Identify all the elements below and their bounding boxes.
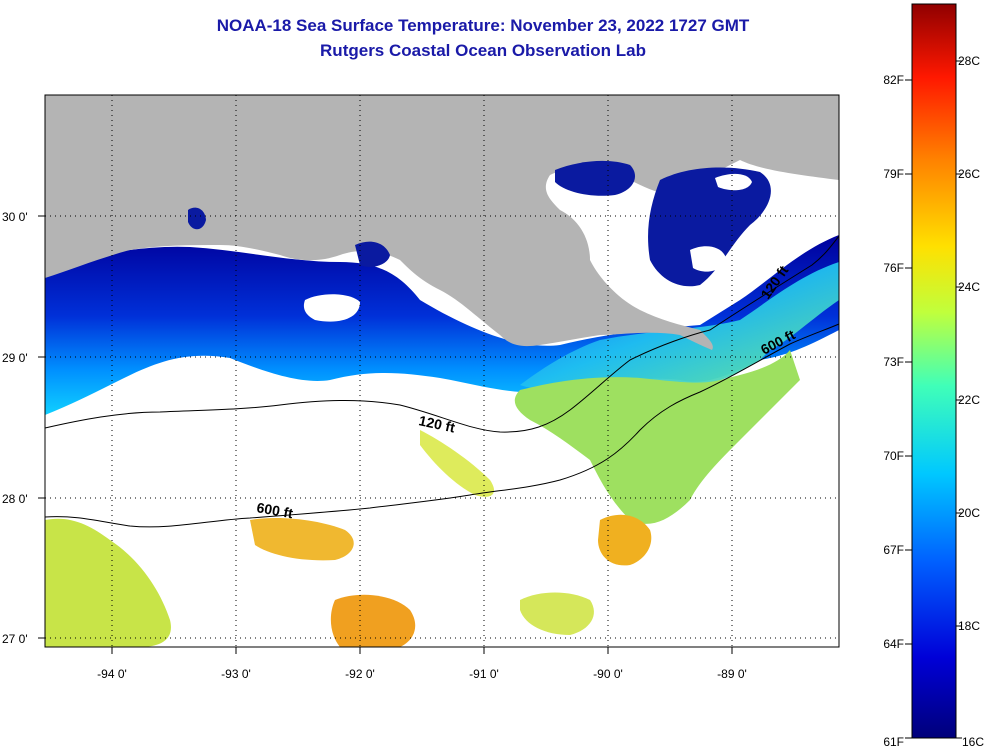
lat-label-29: 29 0' bbox=[2, 351, 28, 365]
shelf-water-east bbox=[514, 350, 800, 524]
lake-pontchartrain bbox=[555, 160, 635, 196]
colorbar-c-26: 26C bbox=[958, 167, 980, 181]
colorbar-f-70: 70F bbox=[883, 449, 904, 463]
colorbar-c-28: 28C bbox=[958, 54, 980, 68]
shelf-water-central bbox=[420, 430, 495, 497]
colorbar bbox=[911, 3, 957, 739]
colorbar-c-16: 16C bbox=[962, 735, 984, 749]
lon-label-93: -93 0' bbox=[221, 667, 251, 681]
lake-west bbox=[188, 207, 206, 230]
river-plume-water bbox=[520, 262, 839, 389]
colorbar-ticks bbox=[905, 60, 962, 739]
map-border bbox=[44, 94, 840, 648]
colorbar-f-61: 61F bbox=[883, 735, 904, 749]
lon-label-89: -89 0' bbox=[717, 667, 747, 681]
lon-label-90: -90 0' bbox=[593, 667, 623, 681]
colorbar-f-73: 73F bbox=[883, 355, 904, 369]
map-subtitle: Rutgers Coastal Ocean Observation Lab bbox=[320, 41, 646, 60]
contour-label-120ft: 120 ft bbox=[417, 412, 456, 435]
colorbar-f-64: 64F bbox=[883, 637, 904, 651]
warm-patch-central bbox=[250, 518, 354, 561]
isobath-600ft bbox=[44, 323, 840, 528]
isobath-120ft bbox=[44, 235, 840, 433]
colorbar-c-24: 24C bbox=[958, 280, 980, 294]
colorbar-f-67: 67F bbox=[883, 543, 904, 557]
contour-label-600ft: 600 ft bbox=[255, 499, 294, 521]
lon-label-94: -94 0' bbox=[97, 667, 127, 681]
axis-ticks bbox=[38, 215, 733, 654]
bay-east bbox=[648, 167, 771, 287]
colorbar-c-20: 20C bbox=[958, 506, 980, 520]
colorbar-c-18: 18C bbox=[958, 619, 980, 633]
shelf-water-southeast bbox=[520, 592, 594, 635]
colorbar-f-82: 82F bbox=[883, 73, 904, 87]
lon-label-92: -92 0' bbox=[345, 667, 375, 681]
lat-label-30: 30 0' bbox=[2, 210, 28, 224]
lat-label-28: 28 0' bbox=[2, 492, 28, 506]
cloud-patch-2 bbox=[303, 294, 360, 322]
warm-patch-south bbox=[330, 594, 416, 647]
colorbar-c-22: 22C bbox=[958, 393, 980, 407]
shelf-water-southwest bbox=[45, 518, 171, 647]
map-title: NOAA-18 Sea Surface Temperature: Novembe… bbox=[216, 16, 750, 35]
lat-label-27: 27 0' bbox=[2, 632, 28, 646]
graticule bbox=[45, 95, 839, 647]
colorbar-f-79: 79F bbox=[883, 167, 904, 181]
cloud-patch-3 bbox=[715, 173, 752, 191]
warm-patch-east bbox=[598, 514, 652, 566]
lon-label-91: -91 0' bbox=[469, 667, 499, 681]
colorbar-f-76: 76F bbox=[883, 261, 904, 275]
lake-central bbox=[355, 241, 390, 267]
land-coastline bbox=[45, 95, 839, 350]
cloud-patch-1 bbox=[690, 246, 726, 272]
